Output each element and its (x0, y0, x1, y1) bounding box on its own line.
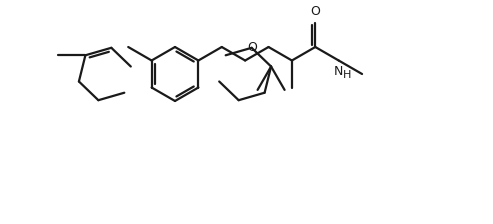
Text: H: H (343, 69, 351, 80)
Text: O: O (247, 41, 257, 54)
Text: N: N (334, 65, 343, 78)
Text: O: O (311, 5, 320, 18)
